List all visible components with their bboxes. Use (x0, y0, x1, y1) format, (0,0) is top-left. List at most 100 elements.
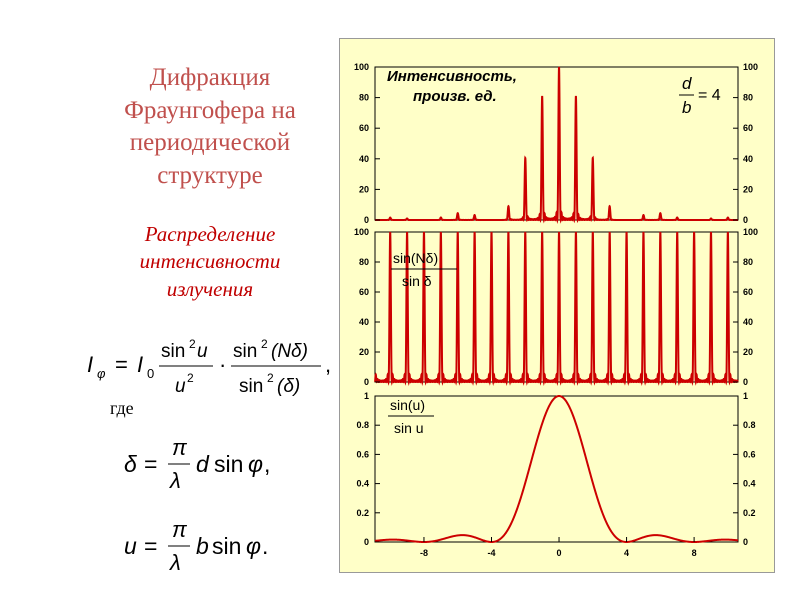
bottom-ytick-label-left: 0.6 (356, 449, 369, 459)
middle-ytick-label-right: 100 (743, 227, 758, 237)
middle-ytick-label-left: 20 (359, 347, 369, 357)
svg-text:d: d (196, 451, 210, 477)
bottom-ytick-label-left: 0.8 (356, 420, 369, 430)
diffraction-figure: 0 0 20 20 40 40 60 60 80 80 100 100 0 0 20 20 40 40 60 60 80… (339, 38, 775, 573)
where-word: где (110, 398, 134, 418)
subtitle-line: излучения (166, 276, 254, 301)
middle-curve (374, 231, 739, 386)
top-label-line1: Интенсивность, (387, 68, 517, 85)
top-label-line2: произв. ед. (413, 88, 497, 105)
svg-text:π: π (172, 435, 188, 460)
svg-text:·: · (219, 352, 226, 377)
middle-ytick-label-right: 20 (743, 347, 753, 357)
bottom-label-denominator: sin u (394, 420, 424, 436)
top-ytick-label-left: 0 (364, 215, 369, 225)
svg-text:=: = (144, 451, 157, 477)
title-line: структуре (157, 161, 263, 189)
bottom-curve (374, 394, 739, 543)
svg-text:=: = (144, 533, 157, 559)
bottom-ytick-label-right: 0 (743, 537, 748, 547)
svg-text:I: I (137, 352, 143, 377)
svg-text:φ: φ (246, 533, 261, 559)
middle-ytick-label-right: 80 (743, 257, 753, 267)
top-ytick-label-right: 60 (743, 123, 753, 133)
xtick-label: 4 (624, 548, 629, 558)
title-line: Фраунгофера на (124, 96, 296, 124)
xtick-label: 8 (692, 548, 697, 558)
bottom-ytick-label-right: 0.6 (743, 449, 756, 459)
top-ytick-label-left: 20 (359, 184, 369, 194)
top-ytick-label-left: 60 (359, 123, 369, 133)
svg-text:λ: λ (169, 550, 181, 575)
top-ytick-label-right: 0 (743, 215, 748, 225)
svg-text:.: . (262, 533, 268, 559)
svg-text:I: I (87, 352, 93, 377)
svg-text:2: 2 (187, 371, 194, 385)
svg-text:φ: φ (97, 366, 106, 381)
u-formula: u = π λ b sin φ . (124, 517, 268, 575)
svg-text:u: u (124, 533, 137, 559)
top-ytick-label-right: 100 (743, 62, 758, 72)
svg-text:π: π (172, 517, 188, 542)
bottom-ytick-label-left: 1 (364, 391, 369, 401)
bottom-ytick-label-left: 0.4 (356, 479, 369, 489)
svg-text:,: , (264, 451, 270, 477)
slide-subtitle: Распределение интенсивности излучения (100, 221, 320, 303)
top-ytick-label-left: 40 (359, 154, 369, 164)
svg-text:(Nδ): (Nδ) (271, 341, 308, 362)
middle-ytick-label-left: 100 (354, 227, 369, 237)
intensity-formula: I φ = I 0 sin 2 u u 2 · sin 2 (Nδ) sin 2… (87, 337, 331, 397)
middle-ytick-label-left: 60 (359, 287, 369, 297)
svg-text:2: 2 (261, 337, 268, 351)
bottom-ytick-label-right: 0.2 (743, 508, 756, 518)
middle-ytick-label-left: 0 (364, 377, 369, 387)
ratio-value: = 4 (698, 87, 721, 104)
ratio-denominator: b (682, 98, 691, 117)
slide-title: Дифракция Фраунгофера на периодической с… (95, 62, 325, 192)
xtick-label: 0 (557, 548, 562, 558)
xtick-label: -8 (420, 548, 428, 558)
top-ytick-label-left: 100 (354, 62, 369, 72)
bottom-panel-frame (374, 395, 739, 543)
svg-text:λ: λ (169, 468, 181, 493)
svg-text:b: b (196, 533, 209, 559)
title-line: Дифракция (149, 64, 271, 91)
svg-text:sin: sin (212, 533, 241, 559)
subtitle-line: интенсивности (139, 249, 281, 274)
middle-ytick-label-left: 80 (359, 257, 369, 267)
svg-text:u: u (175, 376, 186, 397)
svg-text:=: = (115, 352, 128, 377)
title-line: периодической (129, 129, 291, 156)
top-ytick-label-right: 80 (743, 93, 753, 103)
middle-ytick-label-right: 0 (743, 377, 748, 387)
svg-text:sin: sin (161, 341, 185, 362)
svg-text:φ: φ (248, 451, 263, 477)
middle-label-numerator: sin(Nδ) (393, 250, 438, 266)
top-curve (374, 66, 738, 224)
bottom-label-numerator: sin(u) (390, 397, 425, 413)
svg-text:(δ): (δ) (277, 376, 300, 397)
bottom-ytick-label-right: 0.4 (743, 479, 756, 489)
svg-text:u: u (197, 341, 208, 362)
middle-ytick-label-left: 40 (359, 317, 369, 327)
top-ytick-label-right: 20 (743, 184, 753, 194)
top-ytick-label-right: 40 (743, 154, 753, 164)
middle-label-denominator: sin δ (402, 273, 432, 289)
svg-text:0: 0 (147, 366, 154, 381)
middle-ytick-label-right: 40 (743, 317, 753, 327)
svg-text:2: 2 (267, 371, 274, 385)
svg-text:sin: sin (214, 451, 243, 477)
svg-text:,: , (325, 352, 331, 377)
bottom-ytick-label-right: 1 (743, 391, 748, 401)
top-ytick-label-left: 80 (359, 93, 369, 103)
middle-ytick-label-right: 60 (743, 287, 753, 297)
svg-text:sin: sin (233, 341, 257, 362)
bottom-ytick-label-left: 0.2 (356, 508, 369, 518)
bottom-ytick-label-left: 0 (364, 537, 369, 547)
delta-formula: δ = π λ d sin φ , (124, 435, 270, 493)
bottom-ytick-label-right: 0.8 (743, 420, 756, 430)
subtitle-line: Распределение (144, 222, 276, 246)
svg-text:δ: δ (124, 451, 137, 477)
svg-text:sin: sin (239, 376, 263, 397)
